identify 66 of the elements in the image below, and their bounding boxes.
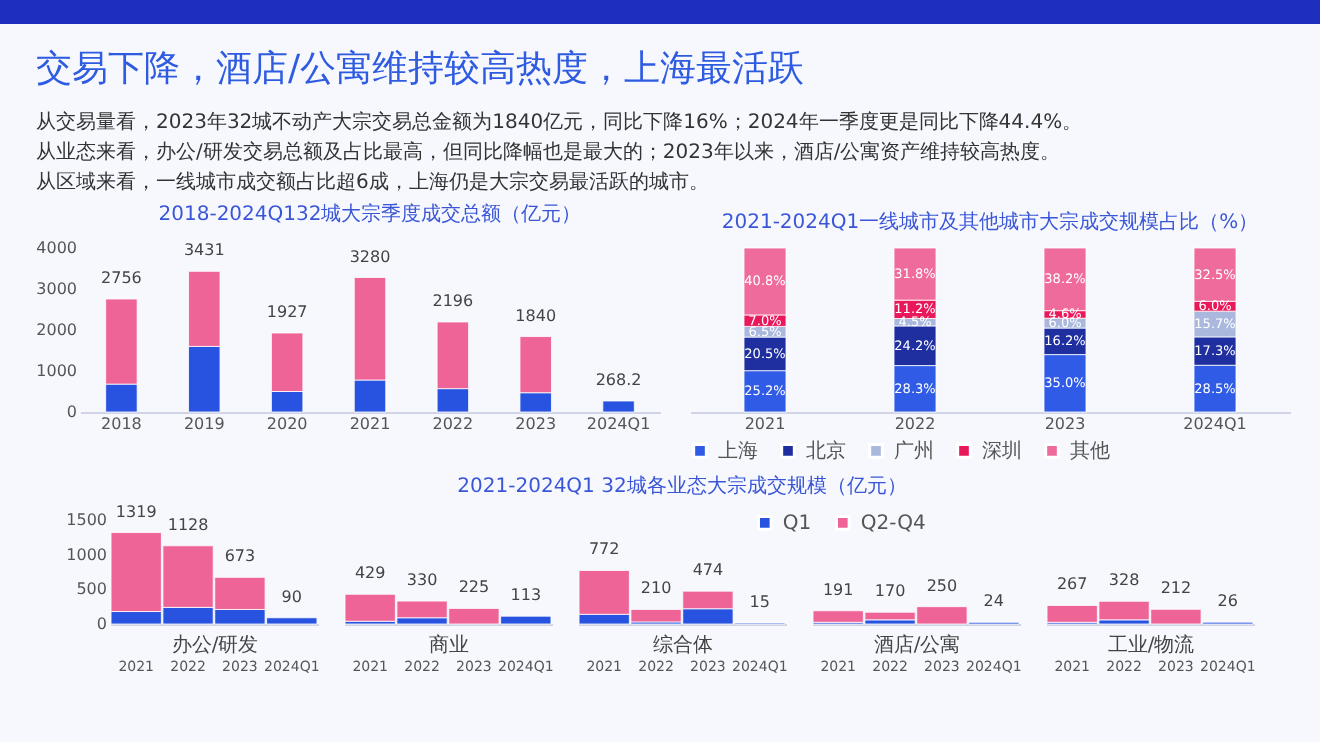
legend-label: 北京 — [806, 438, 846, 463]
y-tick-label: 0 — [66, 403, 77, 421]
total-label: 90 — [281, 587, 302, 606]
total-label: 330 — [406, 571, 438, 590]
legend-label: Q2-Q4 — [860, 512, 926, 535]
x-tick-label: 2024Q1 — [586, 415, 651, 433]
text: 从业态来看，办公/研发交易总额及占比最高，但同比降幅也是最大的；2023年以来，酒店/公寓资产维持较高热度。 — [36, 139, 1061, 166]
total-label: 191 — [822, 580, 854, 599]
chart-title: 2021-2024Q1 32城各业态大宗成交规模（亿元） — [457, 474, 907, 498]
x-tick-label: 2021 — [349, 415, 391, 433]
y-tick-label: 1000 — [36, 362, 77, 380]
x-tick-label: 2023 — [1044, 415, 1086, 433]
x-tick-label: 2019 — [183, 415, 225, 433]
total-label: 113 — [510, 586, 542, 605]
total-label: 772 — [588, 540, 620, 559]
total-label: 1840 — [515, 306, 557, 325]
y-tick-label: 0 — [96, 615, 107, 633]
total-label: 3280 — [349, 247, 391, 266]
text: 从交易量看，2023年32城不动产大宗交易总金额为1840亿元，同比下降16%；2024年一季度更是同比下降44.4%。 — [36, 109, 1083, 136]
x-axis-title: 酒店/公寓 — [873, 633, 961, 657]
total-label: 15 — [749, 592, 770, 611]
total-label: 673 — [224, 547, 256, 566]
y-tick-label: 4000 — [36, 239, 77, 257]
x-tick-label: 2022 — [432, 415, 474, 433]
text: 交易下降，酒店/公寓维持较高热度，上海最活跃 — [36, 46, 805, 92]
legend-label: 广州 — [894, 438, 934, 463]
total-label: 170 — [874, 582, 906, 601]
y-tick-label: 1000 — [66, 545, 107, 564]
chart-title: 2021-2024Q1一线城市及其他城市大宗成交规模占比（%） — [721, 209, 1259, 234]
chart-title: 2018-2024Q132城大宗季度成交总额（亿元） — [158, 202, 582, 226]
legend-label: Q1 — [782, 512, 812, 535]
total-label: 267 — [1056, 575, 1088, 594]
x-axis-title: 综合体 — [653, 633, 713, 657]
y-tick-label: 3000 — [36, 280, 77, 298]
x-tick-label: 2022 — [894, 415, 936, 433]
x-axis-title: 办公/研发 — [171, 633, 259, 657]
total-label: 1927 — [266, 302, 308, 321]
total-label: 24 — [983, 592, 1004, 611]
y-tick-label: 500 — [76, 580, 107, 599]
total-label: 26 — [1217, 592, 1238, 611]
legend-label: 其他 — [1070, 438, 1110, 463]
total-label: 268.2 — [595, 371, 642, 389]
y-tick-label: 2000 — [36, 321, 77, 339]
total-label: 1128 — [167, 515, 209, 534]
text: 从区域来看，一线城市成交额占比超6成，上海仍是大宗交易最活跃的城市。 — [36, 169, 709, 196]
x-axis-title: 工业/物流 — [1107, 633, 1195, 657]
y-tick-label: 1500 — [66, 511, 107, 529]
total-label: 2756 — [101, 269, 142, 287]
x-tick-label: 2023 — [515, 415, 557, 433]
x-tick-label: 2020 — [266, 415, 308, 433]
total-label: 212 — [1160, 579, 1192, 598]
total-label: 3431 — [183, 241, 225, 260]
x-tick-label: 2024Q1 — [1183, 415, 1247, 433]
total-label: 328 — [1108, 571, 1140, 590]
total-label: 2196 — [432, 291, 474, 310]
x-axis-title: 商业 — [429, 633, 469, 657]
total-label: 250 — [926, 576, 958, 595]
total-label: 210 — [640, 579, 672, 598]
legend-label: 上海 — [718, 438, 758, 463]
total-label: 474 — [692, 561, 724, 580]
x-tick-label: 2021 — [744, 415, 786, 433]
total-label: 225 — [458, 578, 490, 597]
total-label: 1319 — [115, 502, 157, 521]
x-tick-label: 2018 — [101, 415, 142, 433]
total-label: 429 — [354, 564, 386, 583]
legend-label: 深圳 — [982, 438, 1022, 463]
